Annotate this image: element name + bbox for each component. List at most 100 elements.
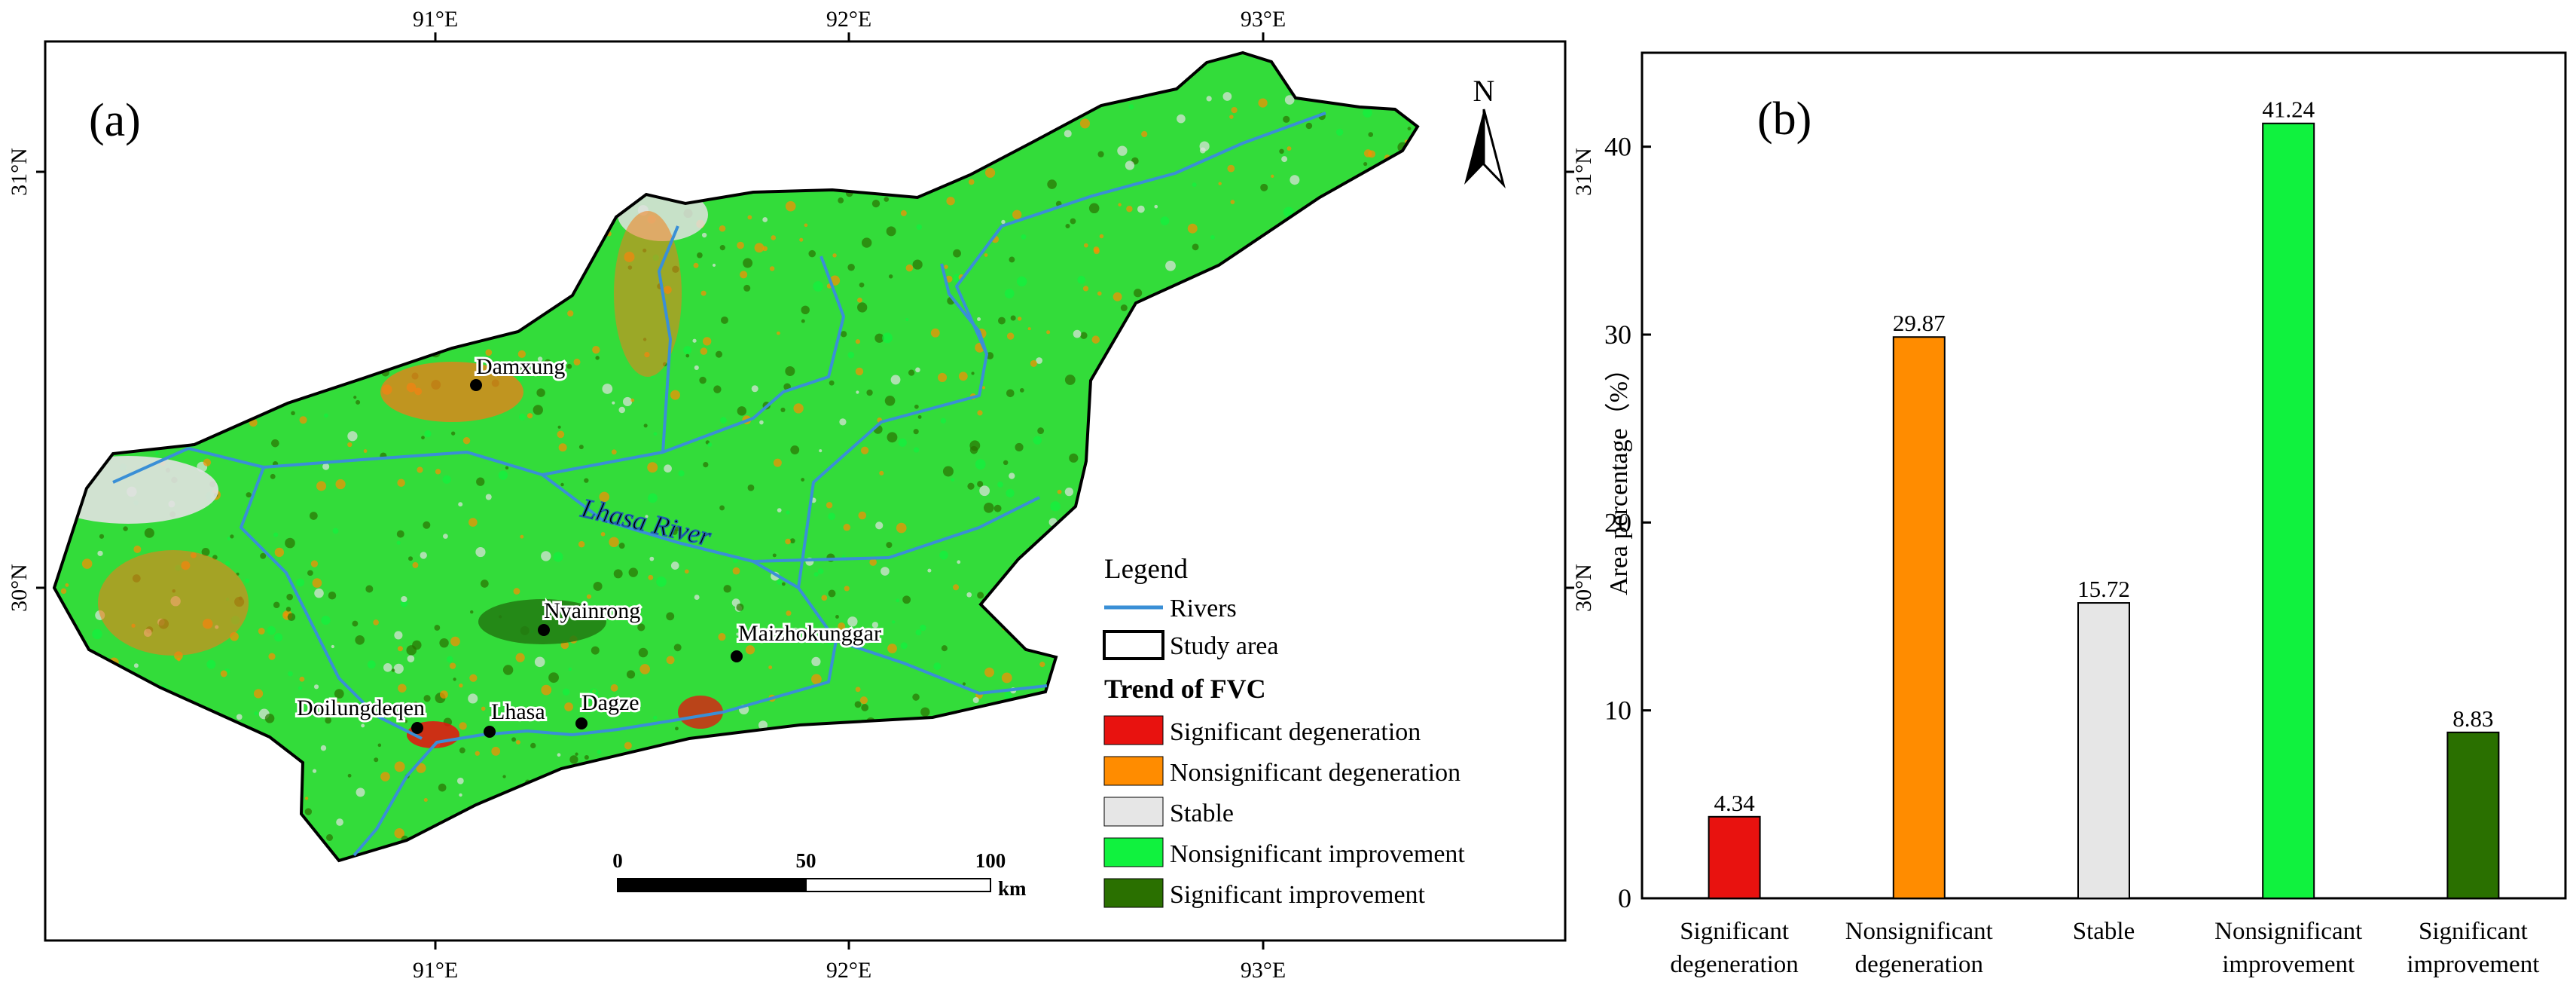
raster-speckle [697, 252, 703, 258]
raster-speckle [597, 750, 602, 754]
raster-speckle [298, 686, 303, 690]
raster-speckle [435, 469, 441, 475]
scale-tick-0: 0 [612, 849, 623, 872]
raster-speckle [859, 632, 865, 638]
raster-speckle [1080, 332, 1088, 339]
raster-speckle [99, 534, 105, 539]
legend-class-label: Nonsignificant improvement [1170, 840, 1465, 868]
raster-speckle [685, 353, 690, 358]
raster-speckle [684, 569, 689, 574]
raster-speckle [440, 690, 448, 699]
legend-class-label: Significant degeneration [1170, 718, 1421, 746]
raster-speckle [291, 411, 295, 416]
raster-speckle [274, 547, 285, 558]
raster-speckle [1001, 672, 1012, 684]
raster-speckle [966, 592, 972, 598]
raster-speckle [939, 550, 948, 560]
raster-speckle [206, 659, 216, 669]
raster-speckle [1165, 260, 1176, 271]
raster-speckle [875, 521, 884, 530]
raster-speckle [659, 524, 664, 528]
raster-speckle [1073, 329, 1082, 338]
raster-speckle [801, 478, 805, 482]
raster-speckle [828, 512, 836, 521]
raster-speckle [450, 431, 456, 436]
x-category-label: degeneration [1855, 951, 1983, 978]
raster-speckle [584, 478, 589, 483]
raster-speckle [296, 578, 305, 587]
raster-speckle [618, 543, 625, 549]
raster-speckle [1001, 219, 1006, 225]
raster-speckle [786, 510, 790, 515]
raster-speckle [363, 449, 368, 453]
raster-speckle [374, 757, 379, 763]
raster-speckle [790, 445, 800, 454]
raster-speckle [858, 511, 867, 520]
raster-speckle [828, 589, 836, 598]
bars [1708, 122, 2500, 900]
raster-speckle [271, 439, 279, 448]
raster-speckle [815, 638, 822, 645]
raster-speckle [264, 714, 275, 723]
raster-speckle [548, 672, 559, 684]
raster-speckle [1046, 330, 1051, 335]
raster-speckle [592, 346, 600, 354]
raster-speckle [968, 179, 975, 185]
raster-speckle [480, 580, 489, 588]
y-tick-label: 0 [1618, 883, 1631, 913]
raster-speckle [599, 491, 610, 503]
raster-speckle [328, 591, 337, 600]
raster-speckle [743, 284, 751, 292]
raster-speckle [854, 701, 862, 708]
raster-speckle [254, 711, 258, 716]
raster-speckle [520, 365, 526, 372]
raster-speckle [494, 705, 498, 710]
degeneration-dagze [678, 696, 723, 729]
raster-speckle [1019, 387, 1024, 393]
river-network [112, 112, 1326, 857]
raster-speckle [946, 197, 955, 206]
raster-speckle [416, 763, 426, 773]
raster-speckle [1064, 375, 1076, 385]
raster-speckle [670, 561, 679, 570]
map-panel: 91°E 92°E 93°E 91°E 92°E 93°E 31°N 30°N … [7, 7, 1596, 983]
raster-speckle [1009, 473, 1015, 479]
raster-speckle [1258, 98, 1268, 108]
raster-speckle [754, 243, 765, 253]
raster-speckle [567, 310, 574, 317]
raster-speckle [1222, 92, 1232, 101]
raster-speckle [286, 593, 294, 601]
raster-speckle [1016, 276, 1027, 287]
raster-speckle [353, 396, 357, 399]
raster-speckle [1006, 488, 1015, 498]
scale-tick-50: 50 [796, 849, 816, 872]
raster-speckle [377, 743, 382, 748]
raster-speckle [408, 556, 414, 561]
raster-speckle [322, 463, 330, 470]
legend-trend-title: Trend of FVC [1104, 674, 1266, 704]
raster-speckle [367, 660, 376, 669]
raster-speckle [1128, 104, 1134, 110]
raster-speckle [287, 613, 296, 621]
raster-speckle [997, 482, 1003, 488]
raster-speckle [476, 477, 485, 486]
raster-speckle [890, 375, 901, 385]
raster-speckle [718, 633, 726, 641]
improvement-nyainrong [478, 599, 606, 644]
raster-speckle [1218, 182, 1222, 185]
raster-speckle [541, 551, 551, 561]
raster-speckle [745, 645, 755, 655]
raster-speckle [1021, 234, 1027, 240]
raster-speckle [917, 414, 922, 419]
raster-speckle [736, 632, 740, 636]
raster-speckle [1097, 291, 1102, 296]
raster-speckle [1083, 243, 1088, 248]
raster-speckle [884, 197, 890, 202]
raster-speckle [268, 653, 276, 660]
raster-speckle [236, 714, 243, 720]
raster-speckle [713, 385, 722, 393]
raster-speckle [675, 726, 679, 731]
north-arrow: N [1464, 74, 1506, 189]
raster-speckle [817, 568, 824, 574]
raster-speckle [201, 548, 210, 557]
